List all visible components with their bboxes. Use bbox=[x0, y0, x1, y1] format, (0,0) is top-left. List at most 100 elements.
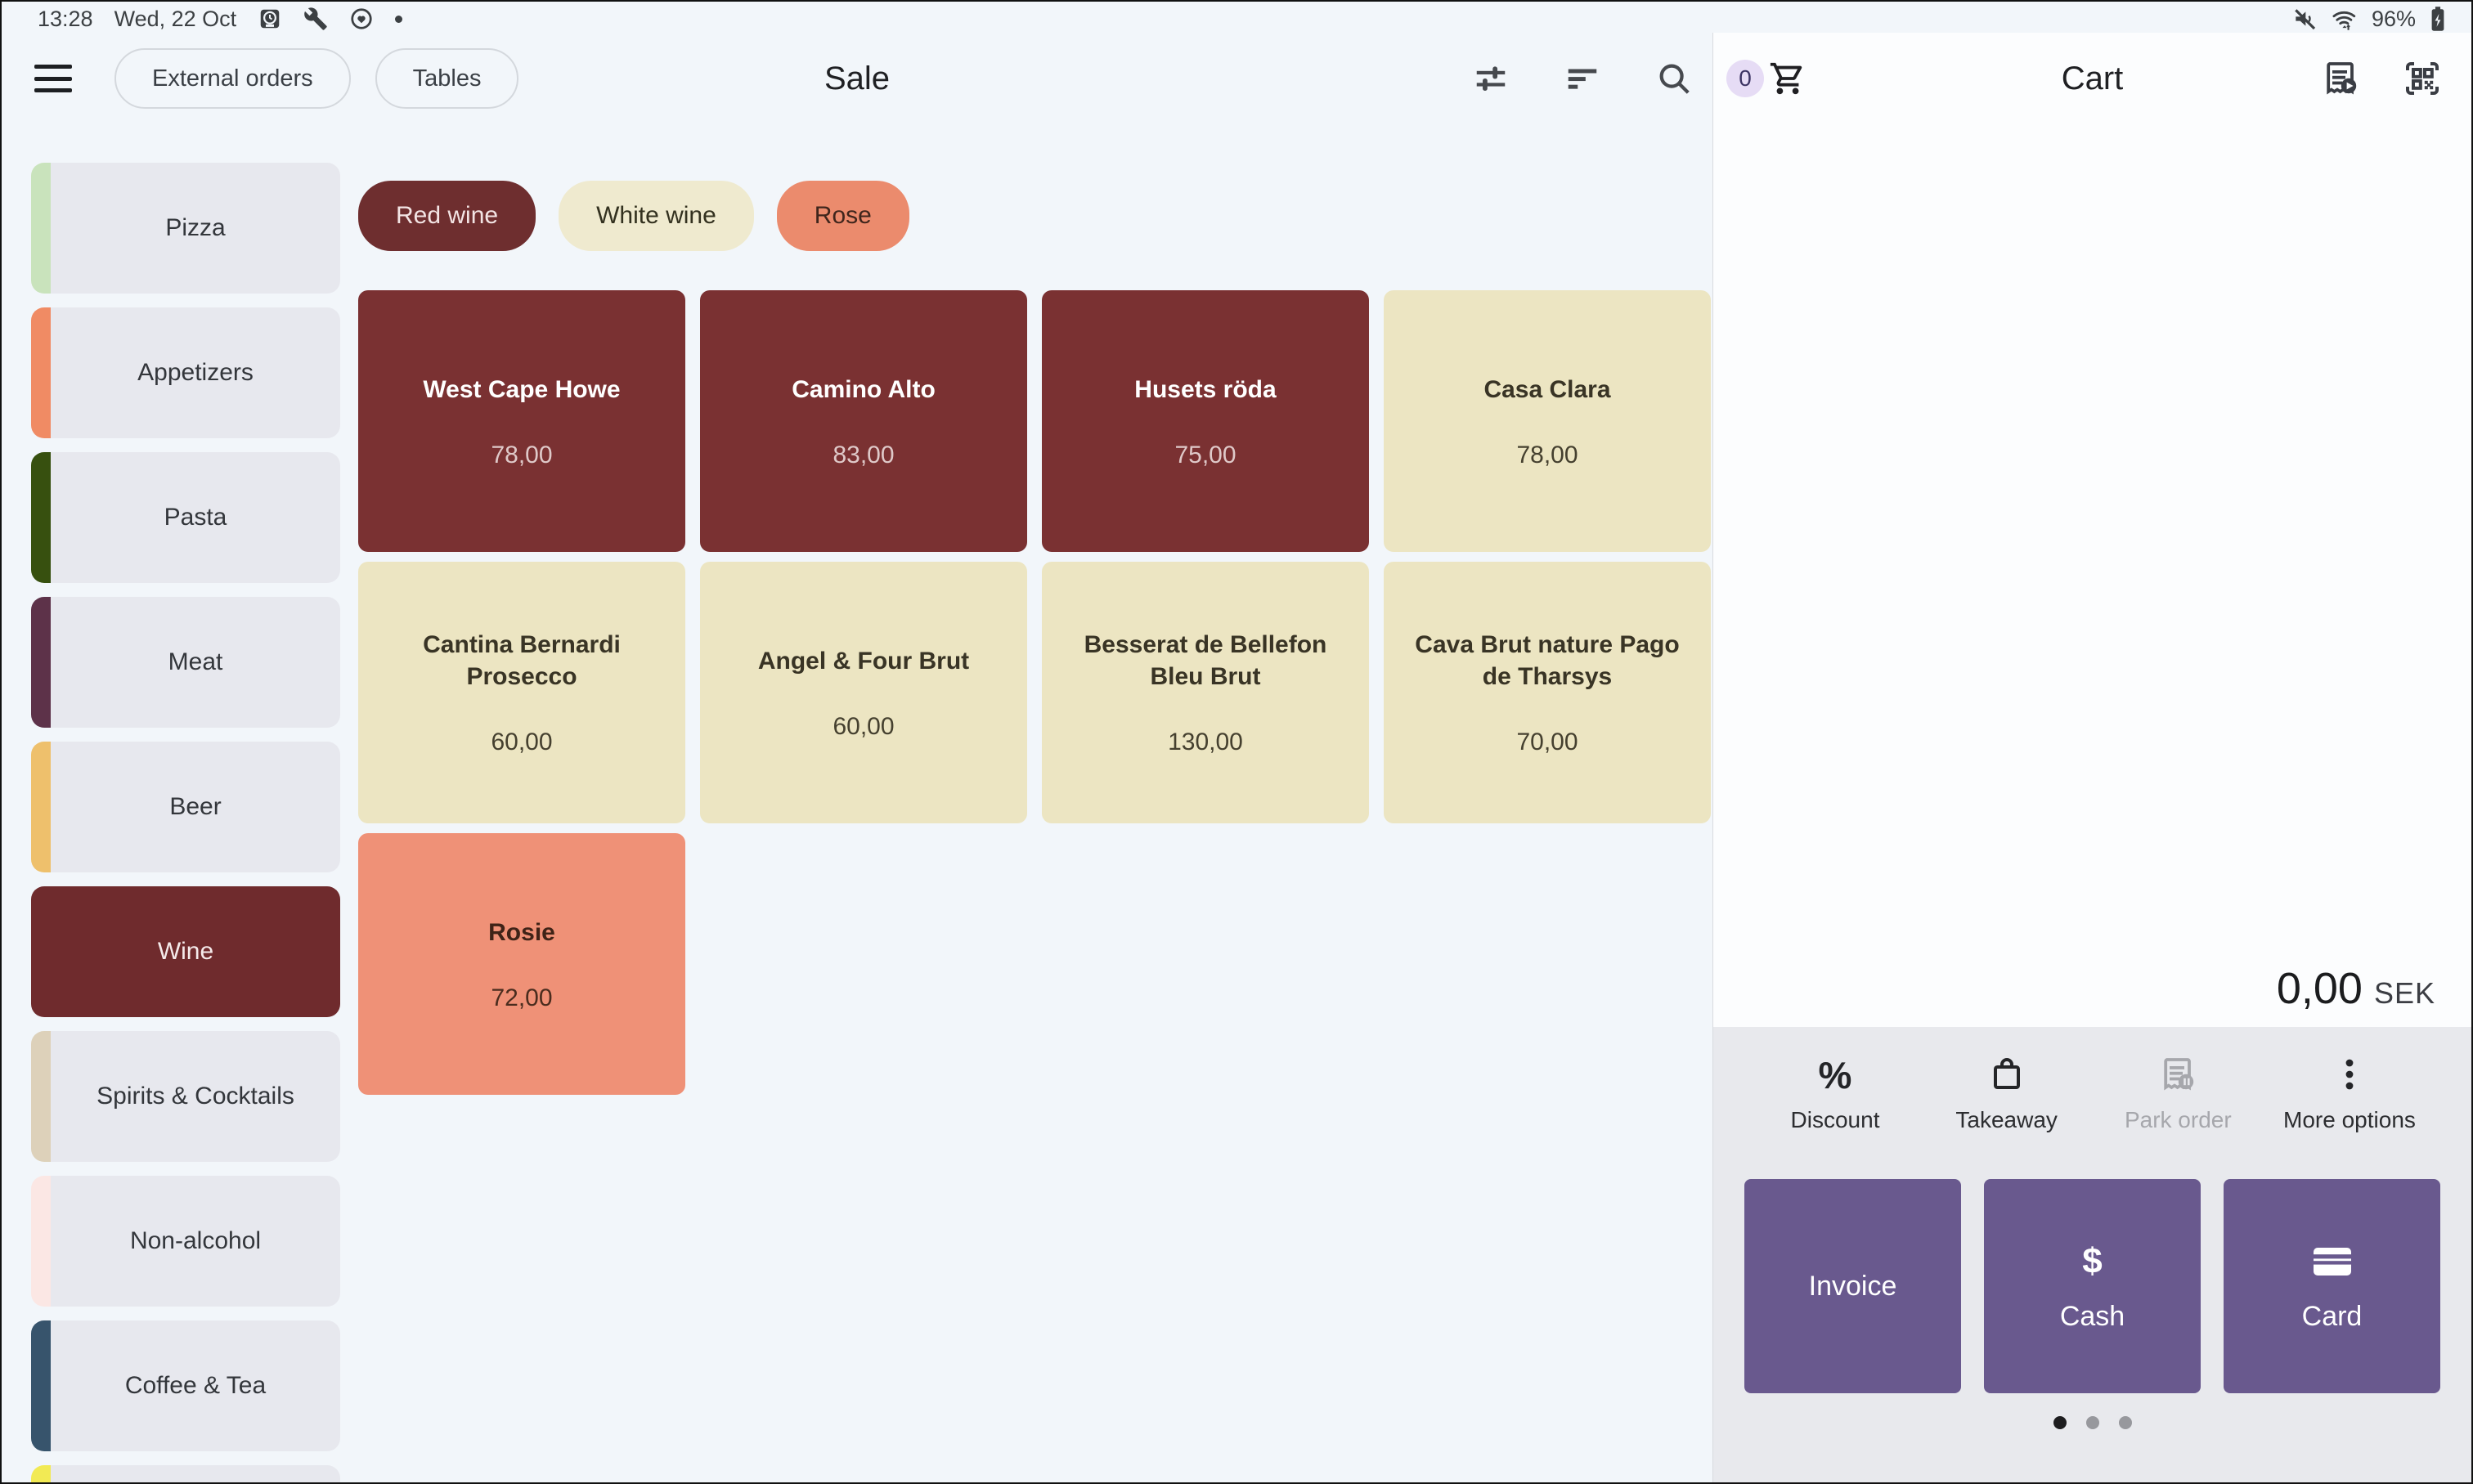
card-button[interactable]: Card bbox=[2224, 1179, 2440, 1393]
sidebar-item-appetizers[interactable]: Appetizers bbox=[31, 307, 340, 438]
product-name: Cantina Bernardi Prosecco bbox=[423, 631, 621, 690]
product-tile-cava-brut-nature[interactable]: Cava Brut nature Pago de Tharsys 70,00 bbox=[1384, 562, 1711, 823]
menu-icon[interactable] bbox=[34, 65, 72, 92]
wifi-icon bbox=[2331, 6, 2359, 32]
cart-panel: 0 Cart 0,00 SEK bbox=[1712, 33, 2471, 1482]
park-order-label: Park order bbox=[2124, 1107, 2232, 1132]
subcategory-chips: Red wine White wine Rose bbox=[358, 181, 1712, 251]
product-tile-rosie[interactable]: Rosie 72,00 bbox=[358, 833, 685, 1095]
chip-rose[interactable]: Rose bbox=[776, 181, 909, 251]
card-icon bbox=[2311, 1240, 2354, 1283]
sidebar-item-partial[interactable] bbox=[31, 1465, 340, 1482]
coffee-tea-accent-stripe bbox=[31, 1320, 51, 1451]
vertical-dots-icon bbox=[2330, 1051, 2369, 1094]
product-tile-casa-clara[interactable]: Casa Clara 78,00 bbox=[1384, 290, 1711, 552]
more-options-button[interactable]: More options bbox=[2280, 1051, 2419, 1133]
cash-button[interactable]: $ Cash bbox=[1984, 1179, 2201, 1393]
cart-header: 0 Cart bbox=[1713, 33, 2471, 124]
product-price: 60,00 bbox=[491, 729, 553, 755]
tune-filter-icon[interactable] bbox=[1472, 60, 1510, 97]
sidebar-item-label: Meat bbox=[51, 597, 340, 728]
product-name: Rosie bbox=[488, 918, 555, 946]
tables-label: Tables bbox=[412, 65, 482, 92]
quick-actions-row: % Discount Takeaway Park order bbox=[1713, 1051, 2471, 1133]
product-tile-cantina-bernardi-prosecco[interactable]: Cantina Bernardi Prosecco 60,00 bbox=[358, 562, 685, 823]
parked-orders-icon[interactable] bbox=[2321, 59, 2360, 98]
product-area: Red wine White wine Rose West Cape Howe … bbox=[340, 124, 1712, 1482]
external-orders-button[interactable]: External orders bbox=[114, 48, 351, 109]
qr-scan-icon[interactable] bbox=[2403, 59, 2442, 98]
sidebar-item-label: Spirits & Cocktails bbox=[51, 1031, 340, 1162]
sidebar-item-label bbox=[51, 1465, 340, 1482]
search-icon[interactable] bbox=[1655, 60, 1693, 97]
sidebar-item-spirits-cocktails[interactable]: Spirits & Cocktails bbox=[31, 1031, 340, 1162]
product-name: West Cape Howe bbox=[423, 375, 621, 403]
chip-white-wine[interactable]: White wine bbox=[559, 181, 754, 251]
product-name: Casa Clara bbox=[1483, 375, 1611, 403]
sale-toolbar: External orders Tables Sale bbox=[2, 33, 1712, 124]
notification-dot-icon bbox=[395, 15, 403, 23]
screen-record-icon bbox=[258, 7, 282, 31]
external-orders-label: External orders bbox=[152, 65, 313, 92]
total-currency: SEK bbox=[2373, 976, 2435, 1010]
cart-icon[interactable] bbox=[1769, 60, 1807, 97]
non-alcohol-accent-stripe bbox=[31, 1176, 51, 1307]
appetizers-accent-stripe bbox=[31, 307, 51, 438]
status-bar: 13:28 Wed, 22 Oct 96% bbox=[2, 2, 2471, 33]
carousel-dots bbox=[1713, 1416, 2471, 1429]
takeaway-label: Takeaway bbox=[1955, 1107, 2058, 1132]
product-tile-husets-roda[interactable]: Husets röda 75,00 bbox=[1042, 290, 1369, 552]
sidebar-item-wine[interactable]: Wine bbox=[31, 886, 340, 1017]
cart-count-badge: 0 bbox=[1726, 60, 1764, 97]
takeaway-button[interactable]: Takeaway bbox=[1937, 1051, 2076, 1133]
percent-icon: % bbox=[1818, 1054, 1852, 1096]
cart-items-area: 0,00 SEK bbox=[1713, 124, 2471, 1027]
chip-red-wine[interactable]: Red wine bbox=[358, 181, 536, 251]
sidebar-item-pizza[interactable]: Pizza bbox=[31, 163, 340, 294]
pizza-accent-stripe bbox=[31, 163, 51, 294]
receipt-pause-icon bbox=[2158, 1051, 2197, 1094]
status-time: 13:28 bbox=[38, 6, 93, 31]
product-tile-besserat-de-bellefon[interactable]: Besserat de Bellefon Bleu Brut 130,00 bbox=[1042, 562, 1369, 823]
card-label: Card bbox=[2301, 1300, 2363, 1332]
product-name: Husets röda bbox=[1134, 375, 1277, 403]
sort-icon[interactable] bbox=[1564, 60, 1601, 97]
sidebar-item-coffee-tea[interactable]: Coffee & Tea bbox=[31, 1320, 340, 1451]
more-options-label: More options bbox=[2283, 1107, 2416, 1132]
sidebar-item-beer[interactable]: Beer bbox=[31, 742, 340, 872]
sidebar-item-non-alcohol[interactable]: Non-alcohol bbox=[31, 1176, 340, 1307]
cart-total: 0,00 SEK bbox=[2277, 963, 2435, 1014]
wrench-icon bbox=[303, 7, 328, 31]
discount-button[interactable]: % Discount bbox=[1766, 1051, 1905, 1133]
sale-section: External orders Tables Sale bbox=[2, 33, 1712, 1482]
chip-label: White wine bbox=[596, 202, 716, 229]
carousel-dot-2[interactable] bbox=[2085, 1416, 2099, 1429]
category-sidebar: Pizza Appetizers Pasta Meat bbox=[31, 124, 340, 1482]
product-tile-west-cape-howe[interactable]: West Cape Howe 78,00 bbox=[358, 290, 685, 552]
status-date: Wed, 22 Oct bbox=[114, 6, 237, 31]
chip-label: Red wine bbox=[396, 202, 499, 229]
product-price: 70,00 bbox=[1516, 729, 1578, 755]
sidebar-item-label: Beer bbox=[51, 742, 340, 872]
sidebar-item-label: Appetizers bbox=[51, 307, 340, 438]
product-tile-angel-four-brut[interactable]: Angel & Four Brut 60,00 bbox=[700, 562, 1027, 823]
spirits-accent-stripe bbox=[31, 1031, 51, 1162]
park-order-button[interactable]: Park order bbox=[2108, 1051, 2247, 1133]
product-tile-camino-alto[interactable]: Camino Alto 83,00 bbox=[700, 290, 1027, 552]
tables-button[interactable]: Tables bbox=[375, 48, 519, 109]
product-price: 78,00 bbox=[1516, 441, 1578, 469]
invoice-button[interactable]: Invoice bbox=[1744, 1179, 1961, 1393]
product-name: Besserat de Bellefon Bleu Brut bbox=[1084, 631, 1327, 690]
product-grid: West Cape Howe 78,00 Camino Alto 83,00 H… bbox=[358, 290, 1712, 1095]
carousel-dot-3[interactable] bbox=[2118, 1416, 2132, 1429]
product-price: 130,00 bbox=[1168, 729, 1243, 755]
sidebar-item-meat[interactable]: Meat bbox=[31, 597, 340, 728]
carousel-dot-1[interactable] bbox=[2053, 1416, 2067, 1429]
cart-actions-panel: % Discount Takeaway Park order bbox=[1713, 1027, 2471, 1482]
sidebar-item-pasta[interactable]: Pasta bbox=[31, 452, 340, 583]
battery-percent: 96% bbox=[2371, 6, 2416, 31]
product-price: 78,00 bbox=[491, 441, 553, 469]
product-name: Angel & Four Brut bbox=[757, 647, 970, 675]
dollar-icon: $ bbox=[2082, 1240, 2103, 1281]
